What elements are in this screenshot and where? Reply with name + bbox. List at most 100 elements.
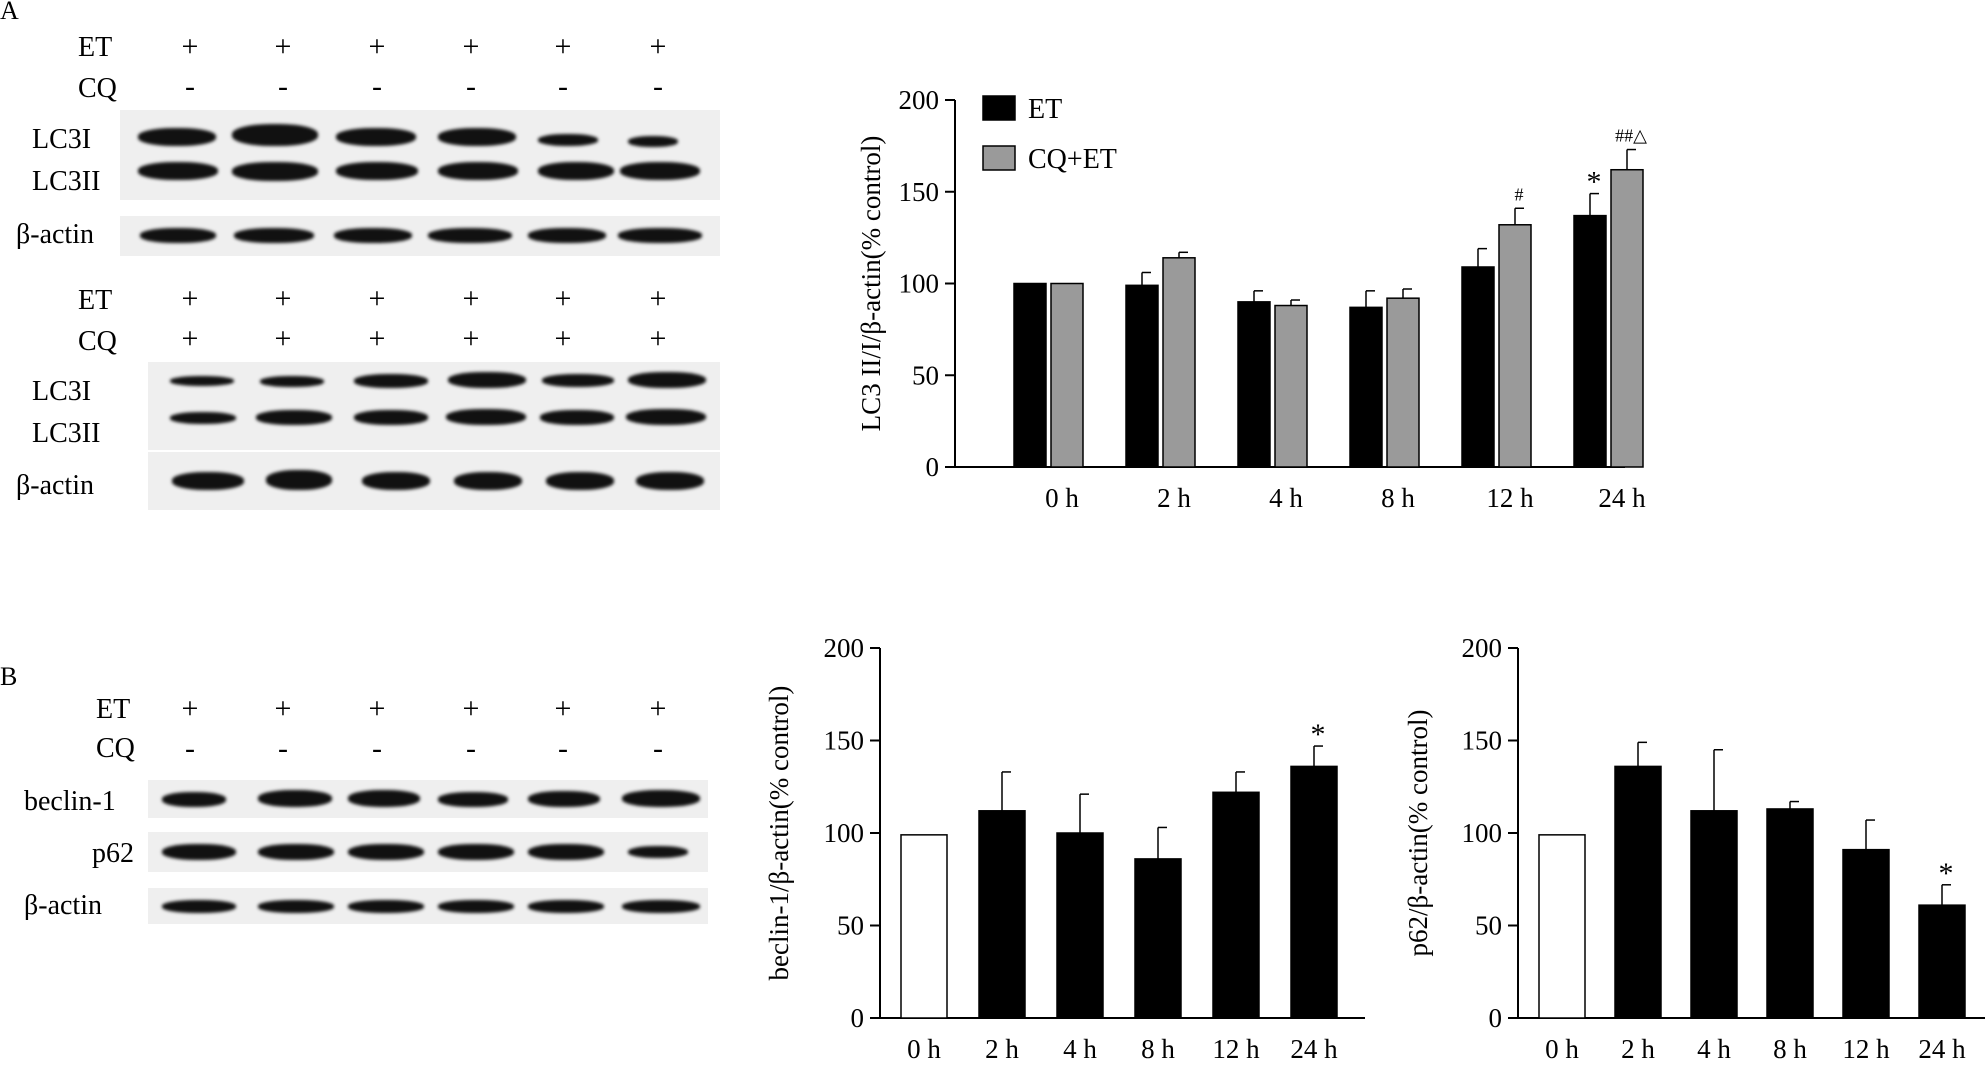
actin-blot-strip (120, 216, 720, 256)
y-tick-label: 0 (1489, 1003, 1503, 1033)
band-label-p62: p62 (92, 838, 134, 869)
y-axis-label: p62/β-actin(% control) (1403, 710, 1433, 957)
condition-label-et: ET (96, 694, 131, 725)
x-tick-label: 8 h (1381, 483, 1415, 513)
x-tick-label: 24 h (1918, 1034, 1966, 1064)
treatment-sign: - (653, 732, 663, 765)
x-tick-label: 8 h (1773, 1034, 1807, 1064)
bar (1766, 808, 1814, 1019)
band-label-actin: β-actin (16, 470, 94, 501)
y-axis-label: beclin-1/β-actin(% control) (764, 686, 794, 981)
treatment-sign: + (554, 30, 572, 63)
treatment-sign: + (462, 692, 480, 725)
bar (1918, 904, 1966, 1019)
y-tick-label: 0 (926, 452, 940, 482)
y-tick-label: 100 (1462, 818, 1503, 848)
treatment-sign: + (554, 282, 572, 315)
treatment-sign: + (462, 282, 480, 315)
condition-label-et: ET (78, 32, 113, 63)
treatment-sign: + (368, 30, 386, 63)
treatment-sign: + (274, 30, 292, 63)
treatment-sign: + (368, 282, 386, 315)
x-tick-label: 2 h (1621, 1034, 1655, 1064)
condition-label-cq: CQ (78, 73, 117, 104)
significance-mark: * (1311, 718, 1326, 751)
x-tick-label: 4 h (1697, 1034, 1731, 1064)
treatment-sign: - (185, 70, 195, 103)
y-tick-label: 50 (1475, 911, 1502, 941)
x-tick-label: 0 h (907, 1034, 941, 1064)
treatment-sign: - (558, 70, 568, 103)
bar (1050, 282, 1084, 468)
band-label-actin: β-actin (24, 890, 102, 921)
bar (1013, 282, 1047, 468)
treatment-sign: + (649, 282, 667, 315)
bar (1610, 168, 1644, 468)
x-tick-label: 12 h (1842, 1034, 1890, 1064)
significance-mark: ##△ (1615, 126, 1647, 146)
y-tick-label: 200 (824, 633, 865, 663)
y-tick-label: 100 (824, 818, 865, 848)
legend-swatch (982, 95, 1016, 121)
band-label-lc3i: LC3I (32, 376, 92, 407)
y-tick-label: 150 (1462, 726, 1503, 756)
chart-1: 0 50 100 150 200 LC3 II/I/β-actin(% control) 0… (856, 85, 1647, 513)
bar (1349, 306, 1383, 468)
p62-blot-strip (148, 832, 708, 872)
treatment-sign: + (462, 30, 480, 63)
band-label-lc3i: LC3I (32, 124, 92, 155)
treatment-sign: + (274, 282, 292, 315)
band-label-lc3ii: LC3II (32, 166, 101, 197)
treatment-sign: + (368, 692, 386, 725)
bar (1134, 858, 1182, 1019)
bar (1538, 834, 1586, 1019)
x-tick-label: 24 h (1290, 1034, 1338, 1064)
y-tick-label: 100 (899, 269, 940, 299)
treatment-sign: - (278, 732, 288, 765)
beclin-blot-strip (148, 780, 708, 818)
treatment-sign: + (274, 692, 292, 725)
actin-blot-strip (148, 452, 720, 510)
x-tick-label: 4 h (1269, 483, 1303, 513)
treatment-sign: + (649, 692, 667, 725)
panel-b-label: B (0, 662, 18, 691)
bar (1842, 848, 1890, 1019)
bar (1386, 297, 1420, 468)
x-tick-label: 12 h (1212, 1034, 1260, 1064)
bar (1614, 765, 1662, 1019)
bar (978, 810, 1026, 1019)
condition-label-cq: CQ (96, 733, 135, 764)
treatment-sign: + (274, 322, 292, 355)
treatment-sign: + (181, 322, 199, 355)
treatment-sign: - (558, 732, 568, 765)
bar (1290, 765, 1338, 1019)
bar (1237, 301, 1271, 468)
band-label-beclin: beclin-1 (24, 786, 116, 817)
treatment-sign: + (462, 322, 480, 355)
treatment-sign: + (181, 30, 199, 63)
y-tick-label: 50 (912, 360, 939, 390)
x-tick-label: 12 h (1486, 483, 1534, 513)
legend-swatch (982, 145, 1016, 171)
x-tick-label: 2 h (985, 1034, 1019, 1064)
condition-label-et: ET (78, 285, 113, 316)
bar (1690, 810, 1738, 1019)
treatment-sign: - (372, 732, 382, 765)
actin-blot-strip (148, 888, 708, 924)
y-tick-label: 200 (1462, 633, 1503, 663)
significance-mark: # (1515, 184, 1524, 204)
bar (1461, 266, 1495, 468)
treatment-sign: - (466, 70, 476, 103)
treatment-sign: + (649, 322, 667, 355)
treatment-sign: + (649, 30, 667, 63)
bar (1573, 214, 1607, 468)
treatment-sign: - (185, 732, 195, 765)
bar (1212, 791, 1260, 1019)
x-tick-label: 24 h (1598, 483, 1646, 513)
y-axis-label: LC3 II/I/β-actin(% control) (856, 136, 886, 432)
treatment-sign: + (181, 692, 199, 725)
condition-label-cq: CQ (78, 326, 117, 357)
bar (900, 834, 948, 1019)
panel-a-label: A (0, 0, 19, 25)
